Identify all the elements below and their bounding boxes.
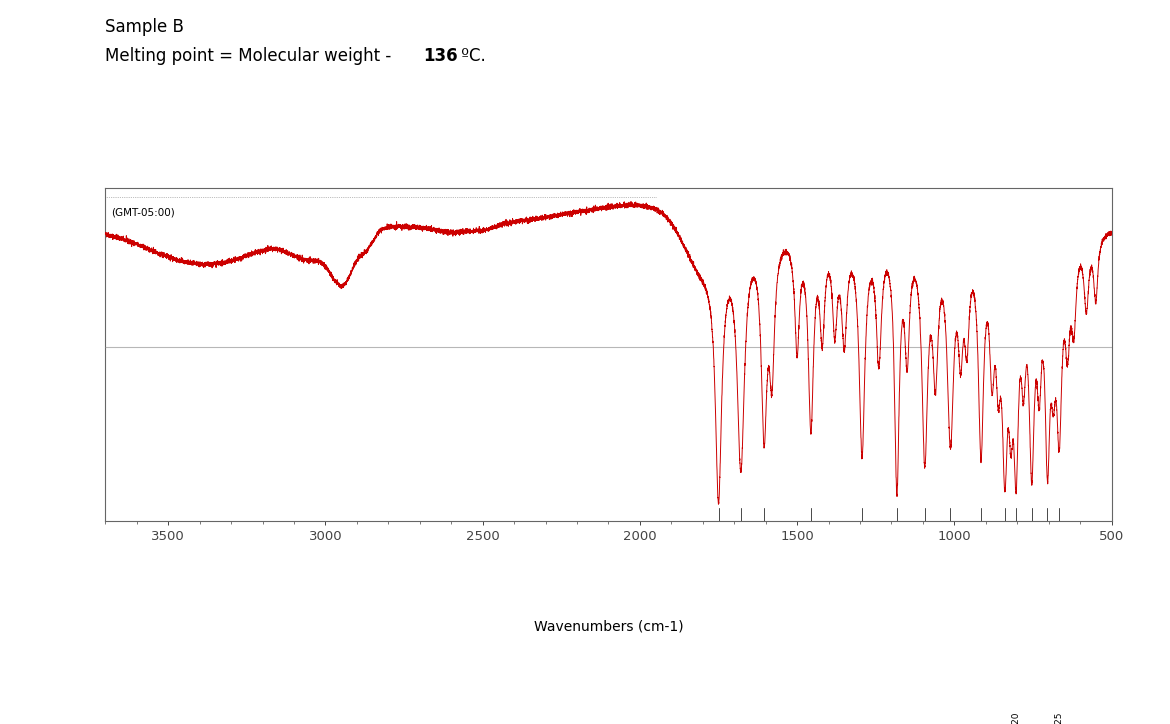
Text: Melting point = Molecular weight -: Melting point = Molecular weight -	[105, 47, 397, 65]
Text: 136: 136	[424, 47, 459, 65]
Text: ºC.: ºC.	[456, 47, 486, 65]
Text: (GMT-05:00): (GMT-05:00)	[111, 207, 176, 217]
Text: 803.20: 803.20	[1012, 712, 1020, 724]
Text: 1749.78: 1749.78	[714, 721, 723, 724]
X-axis label: Wavenumbers (cm-1): Wavenumbers (cm-1)	[534, 620, 683, 634]
Text: Sample B: Sample B	[105, 18, 184, 36]
Text: 666.25: 666.25	[1054, 712, 1064, 724]
Text: 1604.86: 1604.86	[759, 721, 769, 724]
